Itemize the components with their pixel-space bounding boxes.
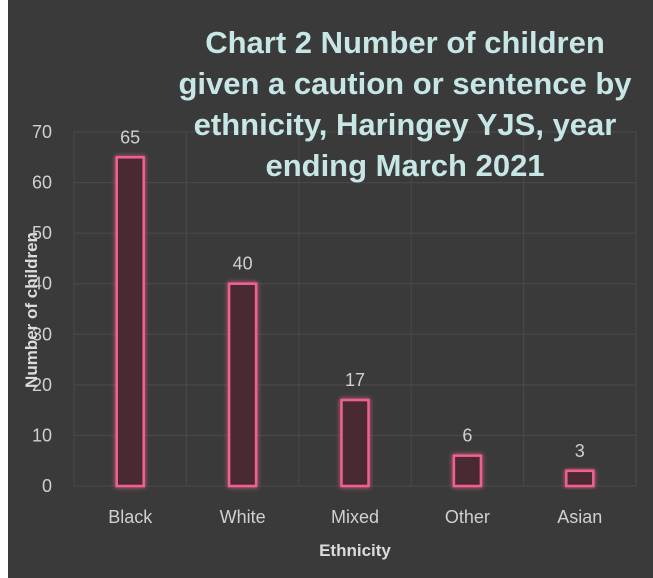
- x-tick-label: Other: [445, 507, 490, 527]
- y-tick-label: 20: [32, 375, 52, 395]
- bars: [115, 156, 595, 488]
- y-tick-label: 30: [32, 324, 52, 344]
- data-label: 3: [575, 441, 585, 461]
- y-axis-title: Number of children: [22, 232, 41, 388]
- x-tick-label: Black: [108, 507, 153, 527]
- data-label: 65: [120, 127, 140, 147]
- chart-title: Chart 2 Number of children given a cauti…: [160, 22, 650, 186]
- x-tick-label: Asian: [557, 507, 602, 527]
- x-tick-label: Mixed: [331, 507, 379, 527]
- y-tick-label: 70: [32, 122, 52, 142]
- y-tick-label: 50: [32, 223, 52, 243]
- x-axis-ticks: Black White Mixed Other Asian: [108, 507, 602, 527]
- y-tick-label: 0: [42, 476, 52, 496]
- data-label: 17: [345, 370, 365, 390]
- bar: [565, 469, 595, 488]
- chart-title-line: ending March 2021: [265, 148, 545, 183]
- bar: [452, 454, 483, 488]
- bar: [227, 282, 258, 488]
- x-axis-title: Ethnicity: [319, 541, 391, 560]
- data-labels: 65 40 17 6 3: [120, 127, 585, 461]
- data-label: 40: [233, 254, 253, 274]
- data-label: 6: [462, 426, 472, 446]
- chart-title-line: given a caution or sentence by: [178, 66, 632, 101]
- bar: [115, 156, 145, 488]
- bar: [340, 398, 370, 488]
- x-tick-label: White: [220, 507, 266, 527]
- chart-title-line: ethnicity, Haringey YJS, year: [193, 107, 617, 142]
- y-tick-label: 10: [32, 425, 52, 445]
- y-tick-label: 60: [32, 173, 52, 193]
- y-axis-ticks: 0 10 20 30 40 50 60 70: [32, 122, 52, 496]
- y-tick-label: 40: [32, 274, 52, 294]
- chart-title-line: Chart 2 Number of children: [205, 25, 605, 60]
